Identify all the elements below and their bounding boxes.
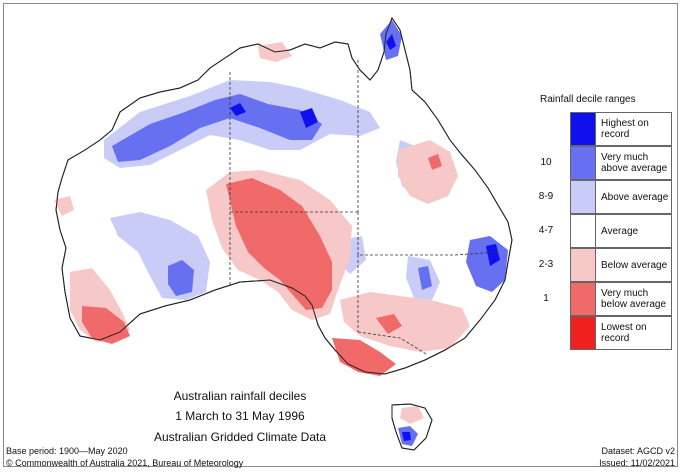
map-frame (3, 3, 678, 467)
qld-very-dry-spots (428, 154, 442, 170)
island-dry-spot (400, 406, 424, 424)
map-title: Australian rainfall deciles (173, 389, 307, 403)
legend-item: Highest on record (528, 112, 678, 146)
legend-label: Above average (601, 191, 669, 203)
legend-color (571, 147, 596, 179)
sa-qld-border (357, 212, 499, 256)
tasmania-rain-area (402, 432, 411, 441)
legend-title: Rainfall decile ranges (540, 94, 636, 105)
coastal-dry-spot (54, 196, 74, 216)
legend-label: Very much above average (601, 152, 668, 174)
legend-item: 10 Very much above average (528, 146, 678, 180)
legend-range: 2-3 (538, 259, 554, 270)
coastline (55, 16, 513, 375)
legend-range: 10 (540, 157, 552, 168)
nsw-vic-border (357, 331, 429, 356)
legend-color (571, 249, 596, 281)
base-period: Base period: 1900—May 2020 (6, 446, 128, 456)
southeast-dry-anomaly (340, 292, 470, 352)
legend-swatch: Above average (570, 180, 672, 214)
legend-color (571, 215, 596, 247)
victoria-dry-anomaly (332, 338, 396, 376)
legend-label: Average (601, 225, 639, 237)
northern-very-wet-anomaly (112, 94, 322, 162)
legend-range: 8-9 (538, 191, 554, 202)
southeast-very-dry-anomaly (376, 314, 402, 334)
northern-wet-anomaly (104, 80, 380, 168)
legend-item: 8-9 Above average (528, 180, 678, 214)
east-coast-record-wet (486, 244, 500, 266)
map-source: Australian Gridded Climate Data (153, 430, 327, 444)
legend-swatch: Lowest on record (570, 316, 672, 350)
legend-swatch: Highest on record (570, 112, 672, 146)
issued-date: Issued: 11/02/2021 (599, 458, 675, 468)
southwest-very-dry-anomaly (82, 306, 130, 344)
cape-york-record-wet (386, 34, 396, 50)
western-very-wet-area (168, 260, 194, 296)
dataset: Dataset: AGCD v2 (601, 446, 675, 456)
legend-color (571, 181, 596, 213)
legend-item: 1 Very much below average (528, 282, 678, 316)
nsw-very-wet-area (418, 266, 432, 290)
kimberley-record-wet (230, 103, 246, 116)
legend-item: 2-3 Below average (528, 248, 678, 282)
legend-swatch: Below average (570, 248, 672, 282)
legend-range: 4-7 (538, 225, 554, 236)
legend-color (571, 317, 596, 349)
qld-dry-anomaly (398, 140, 458, 204)
central-very-dry-anomaly (226, 178, 332, 310)
gulf-record-wet (300, 108, 318, 128)
state-borders (229, 60, 499, 356)
legend-color (571, 283, 596, 315)
legend-label: Lowest on record (601, 322, 647, 344)
tasmania-coastline (391, 403, 433, 451)
legend-item: 4-7 Average (528, 214, 678, 248)
legend-swatch: Average (570, 214, 672, 248)
legend-swatch: Very much below average (570, 282, 672, 316)
legend-item: Lowest on record (528, 316, 678, 350)
map-date-range: 1 March to 31 May 1996 (175, 409, 305, 423)
copyright: © Commonwealth of Australia 2021, Bureau… (6, 458, 244, 468)
legend-color (571, 113, 596, 145)
legend-label: Below average (601, 259, 668, 271)
legend-swatch: Very much above average (570, 146, 672, 180)
legend-range: 1 (543, 293, 549, 304)
legend-label: Very much below average (601, 288, 667, 310)
legend-label: Highest on record (601, 118, 649, 140)
legend-range (528, 316, 564, 350)
legend-range (528, 112, 564, 146)
